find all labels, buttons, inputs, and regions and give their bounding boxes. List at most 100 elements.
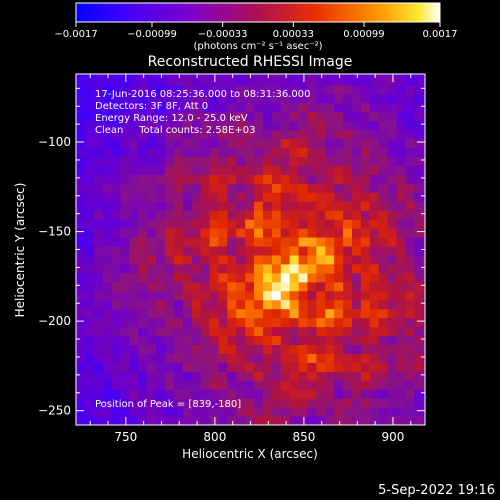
heatmap-cell [236, 398, 246, 408]
heatmap-cell [369, 183, 380, 193]
heatmap-cell [227, 398, 237, 408]
heatmap-cell [254, 380, 264, 390]
heatmap-cell [245, 156, 255, 166]
heatmap-cell [414, 344, 424, 354]
heatmap-cell [165, 201, 175, 211]
heatmap-cell [343, 245, 353, 256]
heatmap-cell [120, 263, 131, 274]
heatmap-cell [396, 362, 407, 372]
heatmap-cell [138, 326, 148, 337]
heatmap-cell [414, 228, 424, 238]
heatmap-cell [262, 120, 273, 131]
heatmap-cell [325, 129, 335, 140]
heatmap-cell [236, 219, 246, 229]
heatmap-cell [156, 75, 166, 86]
heatmap-cell [84, 263, 95, 274]
heatmap-cell [307, 84, 317, 95]
heatmap-cell [414, 102, 424, 113]
heatmap-cell [245, 192, 255, 202]
heatmap-cell [93, 371, 104, 381]
heatmap-cell [396, 210, 407, 220]
heatmap-cell [245, 344, 255, 354]
heatmap-cell [289, 147, 300, 157]
heatmap-cell [165, 317, 175, 328]
heatmap-cell [396, 74, 407, 77]
heatmap-cell [298, 165, 309, 175]
heatmap-cell [360, 236, 371, 247]
heatmap-cell [200, 74, 211, 77]
heatmap-cell [378, 138, 389, 149]
heatmap-cell [227, 317, 237, 328]
heatmap-cell [147, 156, 157, 166]
heatmap-cell [334, 84, 344, 95]
heatmap-cell [369, 362, 380, 372]
heatmap-cell [387, 308, 398, 319]
heatmap-cell [129, 84, 139, 95]
heatmap-cell [84, 138, 95, 149]
heatmap-cell [165, 389, 175, 399]
heatmap-cell [200, 371, 211, 381]
heatmap-cell [280, 147, 291, 157]
heatmap-cell [147, 389, 157, 399]
heatmap-cell [289, 389, 300, 399]
heatmap-cell [405, 228, 415, 238]
heatmap-cell [396, 281, 407, 292]
heatmap-cell [227, 219, 237, 229]
heatmap-cell [298, 299, 309, 310]
heatmap-cell [334, 147, 344, 157]
heatmap-cell [165, 156, 175, 166]
heatmap-cell [289, 317, 300, 328]
heatmap-cell [200, 93, 211, 104]
heatmap-cell [227, 263, 237, 274]
heatmap-cell [316, 93, 326, 104]
heatmap-cell [200, 236, 211, 247]
heatmap-cell [316, 380, 326, 390]
heatmap-cell [120, 326, 131, 337]
heatmap-cell [156, 299, 166, 310]
heatmap-cell [423, 398, 425, 408]
heatmap-cell [378, 290, 389, 301]
heatmap-cell [138, 317, 148, 328]
heatmap-cell [360, 353, 371, 363]
heatmap-cell [414, 272, 424, 283]
heatmap-cell [76, 299, 86, 310]
heatmap-cell [396, 75, 407, 86]
heatmap-cell [254, 210, 264, 220]
heatmap-cell [218, 398, 228, 408]
heatmap-cell [325, 335, 335, 346]
heatmap-cell [111, 299, 122, 310]
heatmap-cell [369, 353, 380, 363]
heatmap-cell [414, 380, 424, 390]
heatmap-cell [343, 147, 353, 157]
heatmap-cell [298, 210, 309, 220]
heatmap-cell [173, 93, 184, 104]
heatmap-cell [245, 281, 255, 292]
heatmap-cell [138, 371, 148, 381]
heatmap-cell [236, 74, 246, 77]
heatmap-cell [423, 210, 425, 220]
heatmap-cell [351, 353, 362, 363]
heatmap-cell [298, 183, 309, 193]
heatmap-cell [378, 174, 389, 184]
heatmap-cell [307, 245, 317, 256]
heatmap-cell [111, 272, 122, 283]
heatmap-cell [414, 398, 424, 408]
heatmap-cell [93, 389, 104, 399]
heatmap-cell [325, 165, 335, 175]
heatmap-cell [138, 201, 148, 211]
heatmap-cell [289, 74, 300, 77]
heatmap-cell [76, 183, 86, 193]
heatmap-cell [156, 407, 166, 417]
heatmap-cell [316, 281, 326, 292]
heatmap-cell [200, 245, 211, 256]
heatmap-cell [325, 201, 335, 211]
heatmap-cell [254, 317, 264, 328]
heatmap-cell [191, 102, 202, 113]
heatmap-cell [236, 416, 246, 425]
heatmap-cell [351, 362, 362, 372]
heatmap-cell [405, 362, 415, 372]
heatmap-cell [298, 138, 309, 149]
y-tick-label: −150 [38, 225, 71, 239]
heatmap-cell [227, 129, 237, 140]
heatmap-cell [307, 74, 317, 77]
